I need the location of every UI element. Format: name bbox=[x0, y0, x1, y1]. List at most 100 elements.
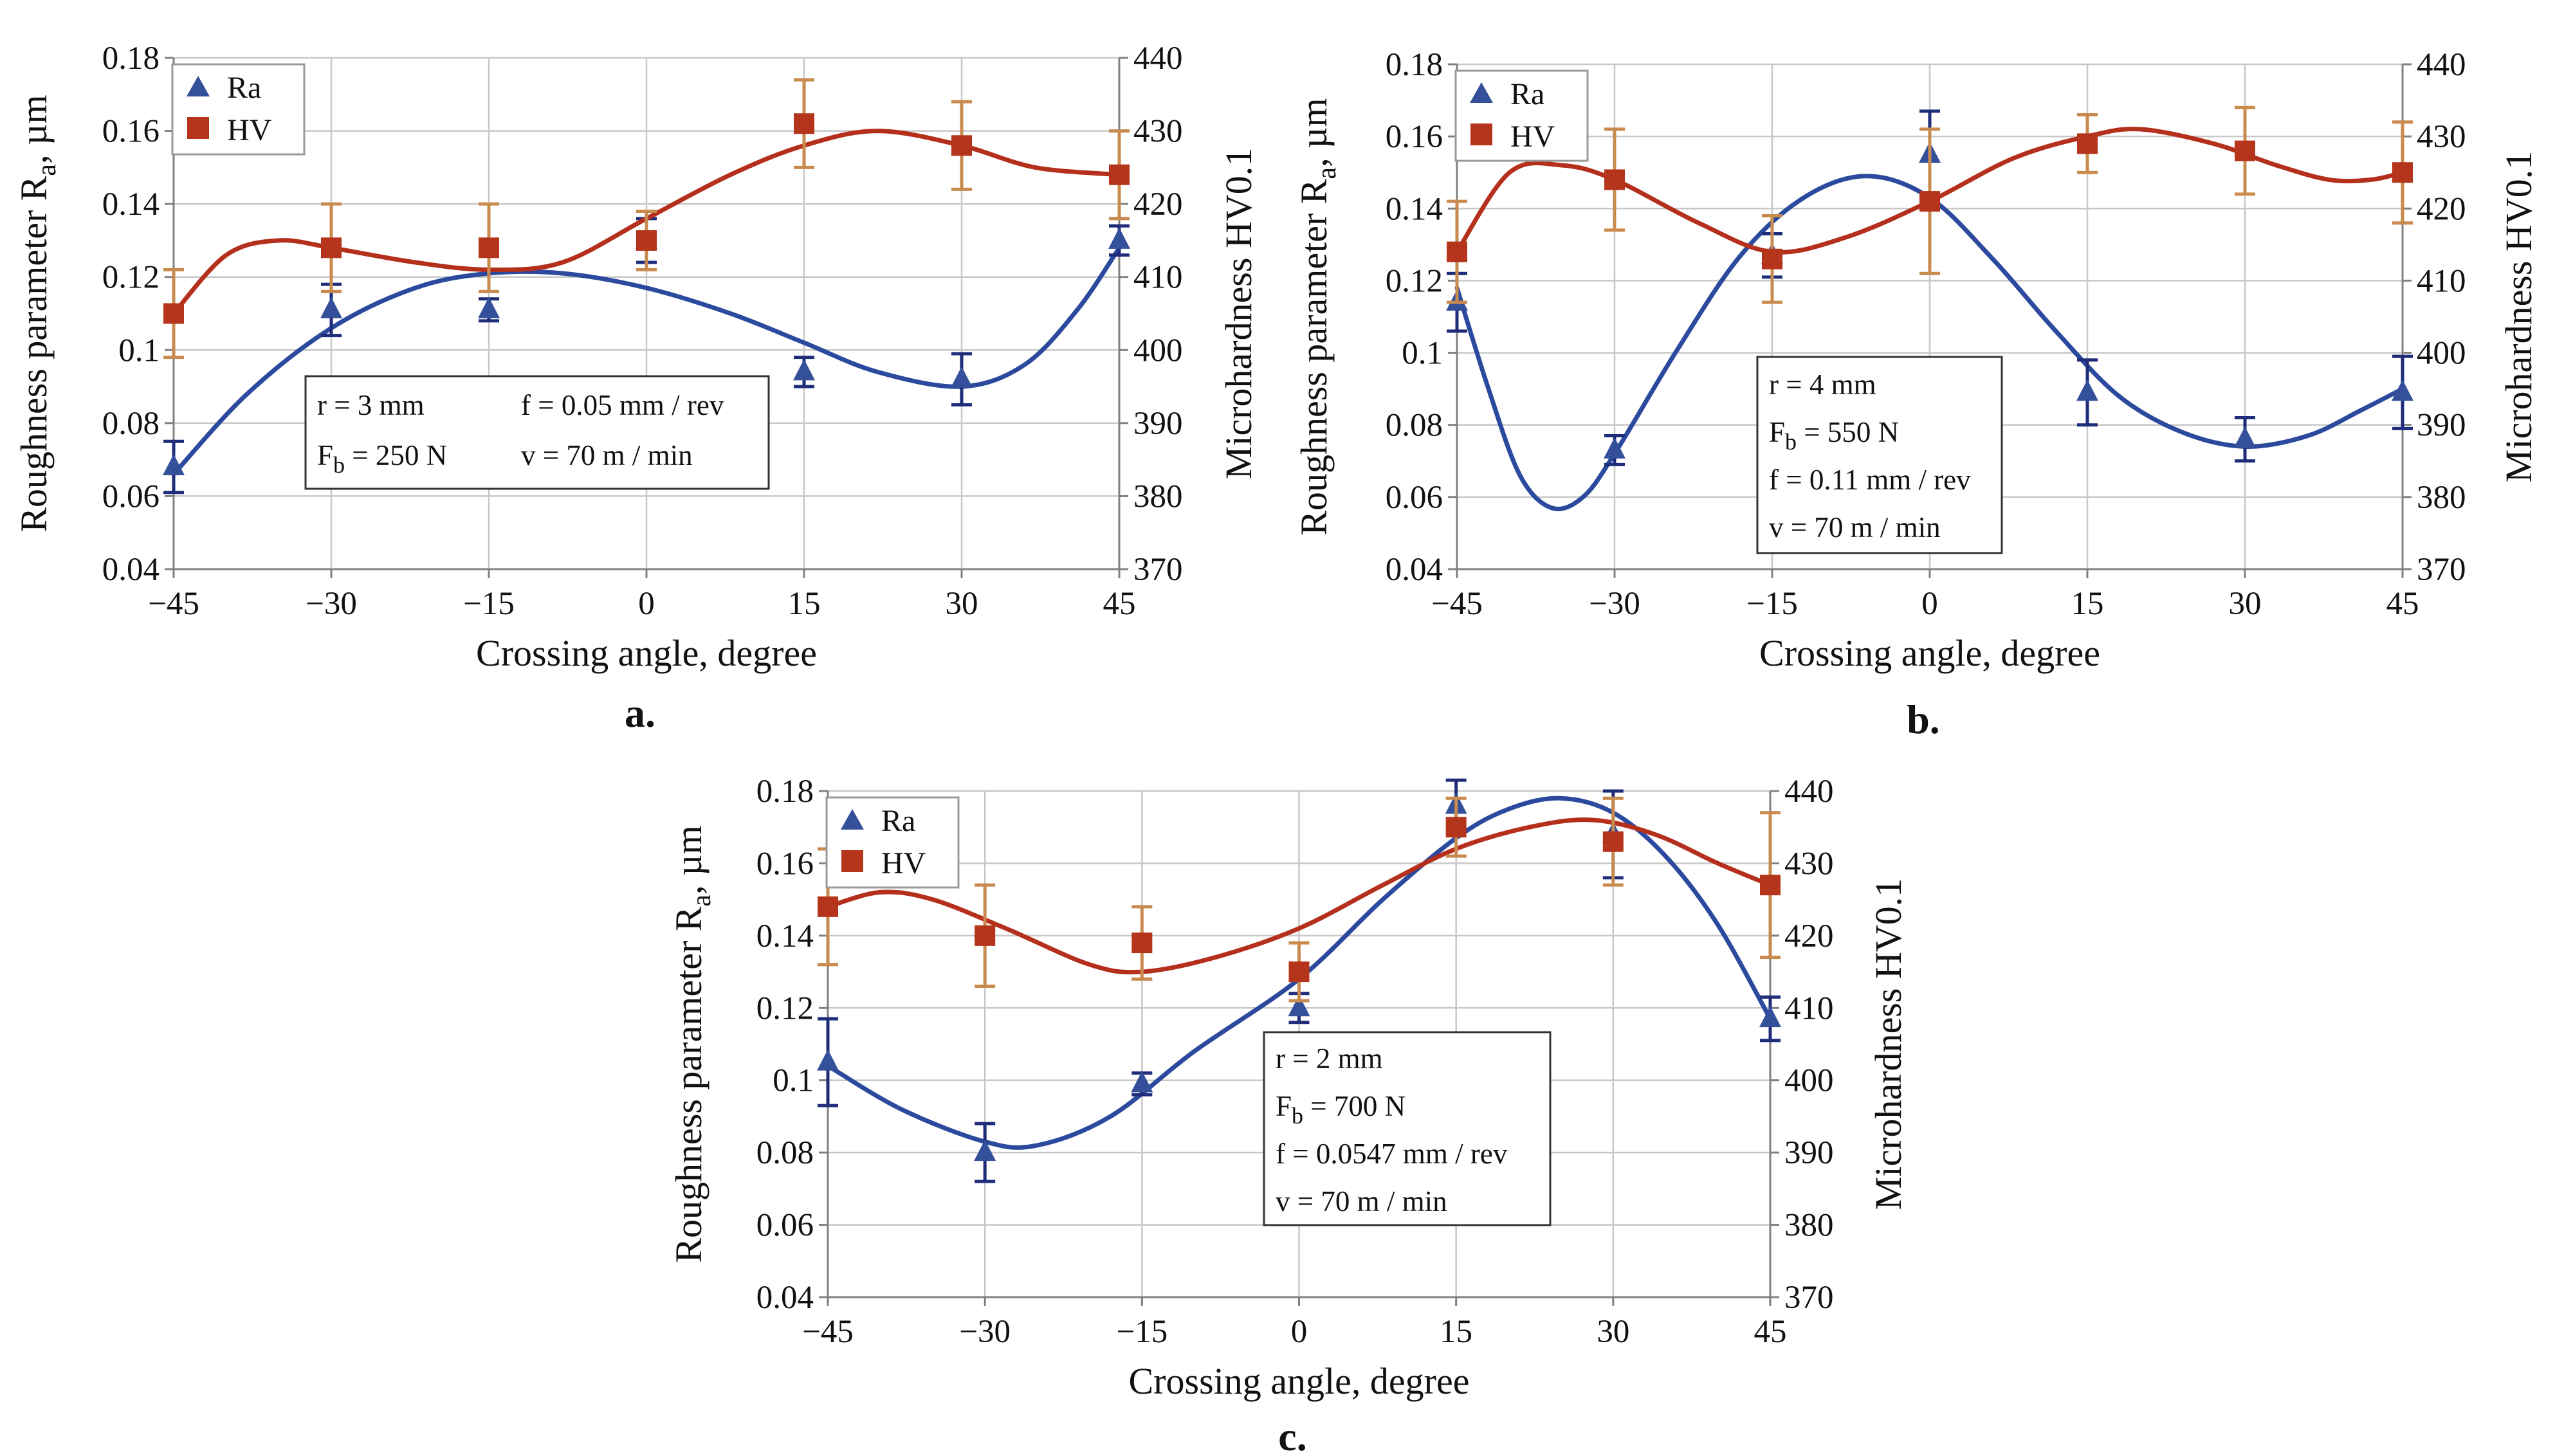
y-left-title-unit: , µm bbox=[668, 825, 710, 895]
x-tick-label: 30 bbox=[2229, 586, 2262, 622]
parameter-radius: r = 2 mm bbox=[1276, 1042, 1383, 1075]
y-left-tick-label: 0.06 bbox=[756, 1208, 814, 1244]
y-left-tick-label: 0.12 bbox=[102, 260, 160, 296]
hv-data-point bbox=[794, 113, 814, 134]
legend-box bbox=[1454, 69, 1589, 162]
chart-panel-a: 0.04 0.06 0.08 0.1 0.12 0.14 0.16 0.18 370 380 390… bbox=[0, 0, 1280, 746]
hv-data-point bbox=[818, 896, 838, 917]
legend-label-ra: Ra bbox=[881, 804, 915, 838]
y-right-tick-label: 440 bbox=[1133, 41, 1183, 77]
y-left-tick-label: 0.14 bbox=[1386, 191, 1443, 227]
hv-data-point bbox=[1760, 875, 1781, 896]
parameter-radius: r = 4 mm bbox=[1769, 369, 1876, 401]
hv-fit-curve bbox=[825, 817, 1773, 975]
y-right-tick-label: 370 bbox=[1133, 552, 1183, 588]
y-left-title-unit: , µm bbox=[1293, 98, 1335, 167]
parameter-feed: f = 0.05 mm / rev bbox=[521, 389, 724, 421]
ra-data-point bbox=[2392, 379, 2413, 401]
ra-fit-curve bbox=[1454, 174, 2405, 511]
square-icon bbox=[1470, 123, 1492, 145]
ra-data-point bbox=[817, 1049, 839, 1071]
y-left-axis-title: Roughness parameter Ra, µm bbox=[13, 95, 62, 532]
hv-data-point bbox=[1762, 248, 1782, 269]
parameter-box bbox=[304, 375, 770, 490]
hv-data-point bbox=[1604, 169, 1625, 190]
hv-data-point bbox=[163, 303, 184, 324]
parameter-velocity: v = 70 m / min bbox=[1276, 1185, 1447, 1217]
x-tick-label: 0 bbox=[1921, 586, 1938, 622]
y-left-tick-label: 0.04 bbox=[1386, 552, 1443, 588]
y-left-tick-label: 0.06 bbox=[102, 478, 160, 514]
ra-data-point bbox=[793, 359, 815, 381]
y-left-tick-label: 0.08 bbox=[102, 406, 160, 442]
ra-data-point bbox=[320, 296, 342, 318]
y-left-tick-label: 0.16 bbox=[1386, 119, 1443, 155]
y-right-tick-label: 440 bbox=[1784, 774, 1834, 810]
y-right-tick-label: 430 bbox=[1133, 114, 1183, 150]
y-left-title-main: Roughness parameter R bbox=[668, 906, 710, 1262]
ra-fit-curve bbox=[825, 796, 1773, 1150]
y-left-tick-label: 0.18 bbox=[102, 41, 160, 77]
y-left-tick-label: 0.04 bbox=[102, 552, 160, 588]
y-left-tick-label: 0.1 bbox=[1402, 336, 1443, 372]
y-left-tick-label: 0.04 bbox=[756, 1280, 814, 1316]
square-icon bbox=[841, 850, 863, 872]
parameter-radius: r = 3 mm bbox=[317, 389, 425, 421]
y-left-tick-label: 0.16 bbox=[102, 114, 160, 150]
legend-label-hv: HV bbox=[1510, 120, 1555, 154]
x-tick-label: 15 bbox=[788, 586, 821, 622]
hv-data-point bbox=[2392, 162, 2413, 183]
hv-data-point bbox=[2235, 140, 2255, 161]
parameter-force: Fb = 250 N bbox=[317, 439, 447, 478]
hv-data-point bbox=[1445, 817, 1467, 838]
x-tick-label: −30 bbox=[1589, 586, 1640, 622]
ra-data-point bbox=[1759, 1006, 1781, 1028]
ra-data-point bbox=[163, 454, 185, 475]
y-right-axis-title: Microhardness HV0.1 bbox=[1867, 878, 1909, 1210]
hv-data-point bbox=[1447, 241, 1467, 262]
y-right-tick-label: 420 bbox=[2417, 191, 2466, 227]
y-right-tick-label: 410 bbox=[1133, 260, 1183, 296]
parameter-feed: f = 0.0547 mm / rev bbox=[1276, 1138, 1508, 1170]
parameter-feed: f = 0.11 mm / rev bbox=[1769, 464, 1971, 496]
y-left-tick-label: 0.16 bbox=[756, 846, 814, 882]
ra-data-point bbox=[478, 296, 500, 318]
ra-data-point bbox=[1131, 1071, 1153, 1093]
y-left-tick-label: 0.08 bbox=[756, 1135, 814, 1171]
x-tick-label: −30 bbox=[306, 586, 357, 622]
y-left-tick-label: 0.06 bbox=[1386, 480, 1443, 516]
y-left-title-subscript: a bbox=[687, 895, 717, 907]
ra-data-point bbox=[1288, 995, 1310, 1017]
parameter-force-symbol: F bbox=[1769, 416, 1785, 448]
legend-label-ra: Ra bbox=[1510, 77, 1544, 111]
y-right-tick-label: 390 bbox=[2417, 408, 2466, 444]
x-axis-title: Crossing angle, degree bbox=[1129, 1360, 1470, 1402]
hv-data-point bbox=[321, 237, 342, 259]
y-left-tick-label: 0.14 bbox=[102, 187, 160, 223]
chart-c: 0.04 0.06 0.08 0.1 0.12 0.14 0.16 0.18 370 380 390… bbox=[668, 774, 1909, 1456]
ra-data-point bbox=[1604, 437, 1625, 459]
chart-panel-b: 0.04 0.06 0.08 0.1 0.12 0.14 0.16 0.18 370 380 390… bbox=[1280, 0, 2564, 746]
parameter-force-value: = 550 N bbox=[1797, 416, 1899, 448]
ra-data-point bbox=[2234, 426, 2256, 448]
parameter-velocity: v = 70 m / min bbox=[1769, 511, 1941, 543]
x-tick-label: 30 bbox=[946, 586, 978, 622]
panel-label: b. bbox=[1907, 696, 1940, 742]
hv-data-point bbox=[1919, 191, 1940, 212]
panel-label: c. bbox=[1278, 1414, 1306, 1456]
ra-data-point bbox=[2076, 379, 2098, 401]
x-tick-label: −15 bbox=[1746, 586, 1798, 622]
x-tick-label: 15 bbox=[2071, 586, 2104, 622]
parameter-force-symbol: F bbox=[1276, 1090, 1292, 1122]
y-right-tick-label: 380 bbox=[2417, 480, 2466, 516]
x-tick-label: −15 bbox=[463, 586, 515, 622]
y-right-tick-label: 370 bbox=[1784, 1280, 1834, 1316]
triangle-icon bbox=[187, 76, 210, 96]
y-right-tick-label: 400 bbox=[1133, 332, 1183, 369]
triangle-icon bbox=[1470, 82, 1493, 103]
y-left-tick-label: 0.14 bbox=[756, 918, 814, 954]
parameter-force-subscript: b bbox=[1785, 429, 1797, 455]
y-left-tick-label: 0.18 bbox=[756, 774, 814, 810]
y-left-tick-label: 0.12 bbox=[756, 990, 814, 1026]
x-tick-label: −15 bbox=[1116, 1314, 1168, 1350]
